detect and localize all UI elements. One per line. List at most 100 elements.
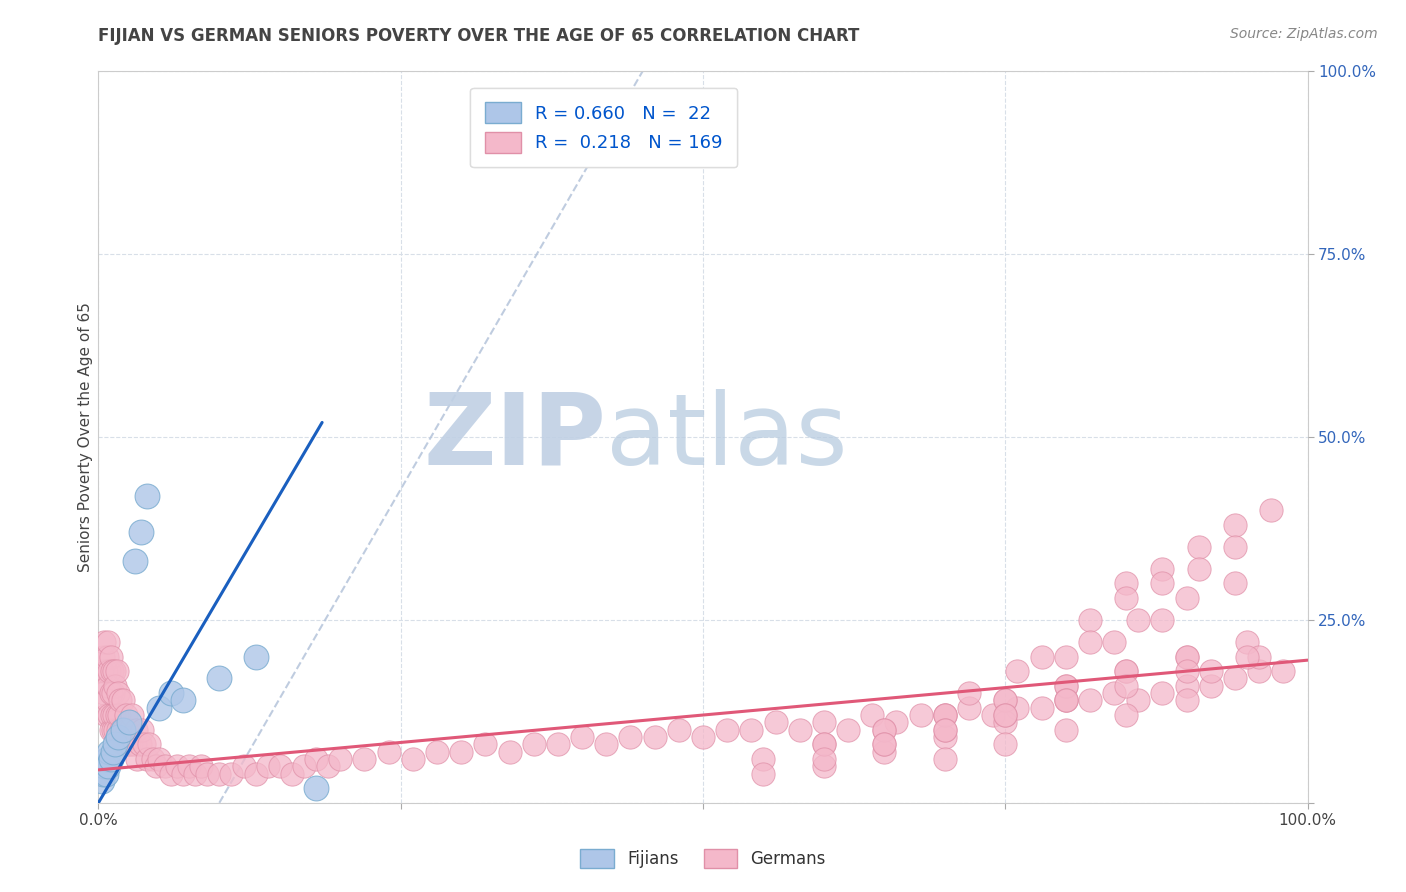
Point [97,759,120,773]
Point [668,723,690,737]
Point [873,723,896,737]
Text: atlas: atlas [606,389,848,485]
Point [886,715,908,730]
Point [752,766,775,780]
Point [1175,591,1198,605]
Point [221,766,243,780]
Point [91,649,114,664]
Point [96,649,118,664]
Point [1128,693,1150,707]
Point [108,693,131,707]
Point [934,723,956,737]
Point [91,664,114,678]
Point [101,723,124,737]
Point [547,737,569,751]
Point [1188,562,1211,576]
Point [1175,664,1198,678]
Point [305,781,328,796]
Point [716,723,738,737]
Point [101,745,124,759]
Point [94,766,117,780]
Point [125,723,148,737]
Point [994,708,1017,723]
Point [1249,664,1271,678]
Point [994,708,1017,723]
Point [121,708,143,723]
Point [402,752,425,766]
Point [1054,649,1077,664]
Point [523,737,546,751]
Point [111,693,134,707]
Point [100,686,122,700]
Point [107,730,129,744]
Point [1260,503,1282,517]
Point [111,737,134,751]
Point [1054,693,1077,707]
Point [934,730,956,744]
Point [1272,664,1295,678]
Point [1236,635,1258,649]
Point [100,752,122,766]
Point [118,715,141,730]
Point [232,759,254,773]
Point [1115,664,1137,678]
Point [1007,700,1029,714]
Point [94,708,117,723]
Point [1115,664,1137,678]
Point [107,686,129,700]
Point [994,693,1017,707]
Point [426,745,449,759]
Point [100,708,122,723]
Point [910,708,932,723]
Point [91,773,114,788]
Point [117,723,139,737]
Point [124,737,146,751]
Point [118,723,141,737]
Point [1054,693,1077,707]
Point [166,759,188,773]
Point [860,708,883,723]
Point [148,700,170,714]
Point [142,752,165,766]
Point [934,708,956,723]
Point [94,664,117,678]
Point [837,723,859,737]
Point [619,730,641,744]
Point [1175,649,1198,664]
Point [124,554,146,568]
Point [179,759,201,773]
Point [98,708,121,723]
Point [107,723,129,737]
Point [100,723,122,737]
Point [135,489,157,503]
Point [127,752,149,766]
Point [160,686,183,700]
Text: FIJIAN VS GERMAN SENIORS POVERTY OVER THE AGE OF 65 CORRELATION CHART: FIJIAN VS GERMAN SENIORS POVERTY OVER TH… [98,27,860,45]
Point [934,708,956,723]
Point [129,525,152,540]
Point [110,723,132,737]
Point [813,737,835,751]
Point [195,766,218,780]
Point [93,686,115,700]
Point [1175,649,1198,664]
Point [93,759,115,773]
Point [450,745,472,759]
Point [98,664,121,678]
Point [112,723,135,737]
Point [873,745,896,759]
Point [1054,679,1077,693]
Legend: R = 0.660   N =  22, R =  0.218   N = 169: R = 0.660 N = 22, R = 0.218 N = 169 [470,87,737,168]
Point [1199,679,1222,693]
Point [813,715,835,730]
Point [100,649,122,664]
Point [292,759,315,773]
Text: Source: ZipAtlas.com: Source: ZipAtlas.com [1230,27,1378,41]
Point [957,686,980,700]
Point [172,766,194,780]
Point [1152,686,1174,700]
Point [873,723,896,737]
Point [111,723,134,737]
Point [97,679,120,693]
Point [692,730,714,744]
